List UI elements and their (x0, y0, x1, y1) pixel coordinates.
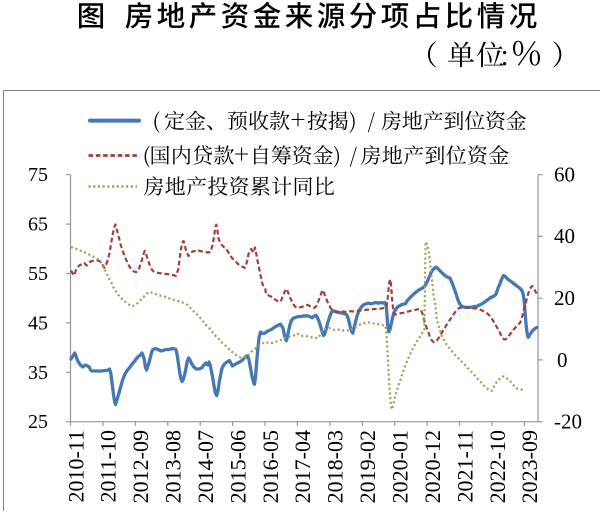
svg-text:2023-09: 2023-09 (517, 430, 542, 503)
svg-text:2020-01: 2020-01 (388, 430, 413, 503)
svg-text:65: 65 (28, 214, 48, 236)
svg-text:2010-11: 2010-11 (63, 430, 88, 503)
svg-text:2016-05: 2016-05 (258, 430, 283, 503)
svg-text:-20: -20 (554, 410, 582, 434)
svg-text:2019-02: 2019-02 (355, 430, 380, 503)
svg-text:2013-08: 2013-08 (161, 430, 186, 503)
svg-text:35: 35 (28, 362, 48, 384)
svg-text:2017-04: 2017-04 (290, 430, 315, 503)
svg-text:2021-11: 2021-11 (452, 430, 477, 503)
svg-text:2014-07: 2014-07 (193, 430, 218, 503)
svg-text:2018-03: 2018-03 (323, 430, 348, 503)
svg-text:2022-10: 2022-10 (485, 430, 510, 503)
svg-text:40: 40 (554, 224, 575, 248)
svg-text:25: 25 (28, 411, 48, 433)
svg-text:2012-09: 2012-09 (128, 430, 153, 503)
svg-text:45: 45 (28, 312, 48, 334)
svg-text:2015-06: 2015-06 (225, 430, 250, 503)
svg-text:2020-12: 2020-12 (420, 430, 445, 503)
svg-text:60: 60 (554, 163, 575, 187)
svg-text:75: 75 (28, 164, 48, 186)
svg-text:0: 0 (557, 348, 568, 372)
svg-text:2011-10: 2011-10 (96, 430, 121, 503)
svg-text:55: 55 (28, 263, 48, 285)
svg-text:20: 20 (554, 286, 575, 310)
